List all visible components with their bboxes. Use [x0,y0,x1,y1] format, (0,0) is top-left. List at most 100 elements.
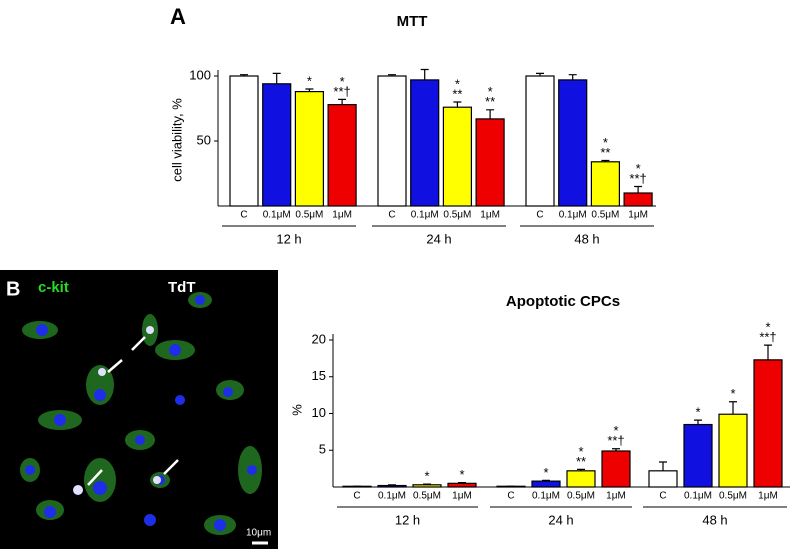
arrows [87,336,179,486]
error-bar [542,479,550,482]
micrograph: B c-kit TdT 10μm [0,270,278,549]
significance-label: * [307,73,312,88]
x-tick-label: 1μM [480,210,500,221]
significance-label: ** [600,145,610,160]
error-bar [240,74,248,76]
tdt-positive-nuclei [73,326,161,495]
x-tick-label: 0.5μM [567,491,595,502]
y-tick-label: 10 [312,405,326,420]
bar [718,413,748,488]
significance-label: ** [452,86,462,101]
y-tick-label: 5 [319,442,326,457]
x-tick-label: C [536,210,543,221]
y-axis-label: % [289,404,304,416]
y-tick-label: 100 [189,67,211,82]
x-tick-label: 0.5μM [719,491,747,502]
bar [601,450,631,488]
x-tick-label: C [240,210,247,221]
error-bar [305,88,314,92]
error-bar [423,483,431,485]
significance-label: * [695,405,700,420]
error-bar [536,72,544,76]
x-group-label: 24 h [426,231,451,246]
panel-label: A [170,4,186,29]
x-tick-label: 0.5μM [591,210,619,221]
x-tick-label: 0.1μM [684,491,712,502]
significance-label: **† [759,330,776,345]
y-axis-label: cell viability, % [169,98,184,182]
significance-label: ** [576,454,586,469]
x-tick-label: 0.5μM [443,210,471,221]
significance-label: * [340,74,345,89]
significance-label: * [578,444,583,459]
x-tick-label: C [353,491,360,502]
y-tick-label: 20 [312,331,326,346]
bar [327,103,357,207]
bar [531,480,561,488]
bar [525,75,555,207]
channel-label: TdT [168,279,196,296]
error-bar [729,401,737,415]
error-bar [388,74,396,76]
error-bar [659,461,667,471]
error-bar [338,98,347,105]
x-tick-label: 0.1μM [559,210,587,221]
significance-label: ** [485,94,495,109]
x-tick-label: 1μM [452,491,472,502]
bar [377,484,407,488]
chart-title: Apoptotic CPCs [506,293,620,310]
x-tick-label: 0.5μM [413,491,441,502]
bar [683,423,713,488]
bar [648,470,678,488]
x-group-label: 12 h [276,231,301,246]
x-tick-label: C [507,491,514,502]
significance-label: * [636,161,641,176]
bar [412,484,442,488]
bar [377,75,407,207]
x-tick-label: 0.1μM [411,210,439,221]
error-bar [694,419,702,425]
significance-label: * [543,465,548,480]
chart-title: MTT [397,13,428,30]
bar [623,192,653,207]
error-bar [388,484,396,486]
bar [294,90,324,207]
significance-label: * [424,468,429,483]
error-bar [764,344,772,360]
x-tick-label: 1μM [332,210,352,221]
significance-label: * [603,135,608,150]
significance-label: **† [607,433,624,448]
error-bar [486,109,495,119]
bar [475,118,505,207]
x-tick-label: C [388,210,395,221]
bar [447,482,477,488]
error-bar [453,101,462,108]
significance-label: * [459,467,464,482]
x-tick-label: 1μM [628,210,648,221]
bar [410,79,440,207]
error-bar [634,185,643,193]
significance-label: * [455,76,460,91]
x-group-label: 24 h [548,512,573,527]
x-tick-label: 0.1μM [532,491,560,502]
significance-label: * [730,386,735,401]
channel-label: c-kit [38,279,69,296]
x-group-label: 48 h [702,512,727,527]
error-bar [577,468,585,471]
significance-label: * [488,84,493,99]
x-tick-label: 1μM [606,491,626,502]
significance-label: **† [333,84,350,99]
scale-bar-label: 10μm [246,528,271,539]
panel-label: B [6,278,20,300]
significance-label: **† [629,171,646,186]
bar [558,79,588,207]
bar [442,106,472,207]
x-group-label: 48 h [574,231,599,246]
y-tick-label: 15 [312,368,326,383]
error-bar [612,448,620,451]
bar [590,161,621,207]
bar [262,83,292,207]
error-bar [420,68,429,80]
bar [753,359,783,488]
